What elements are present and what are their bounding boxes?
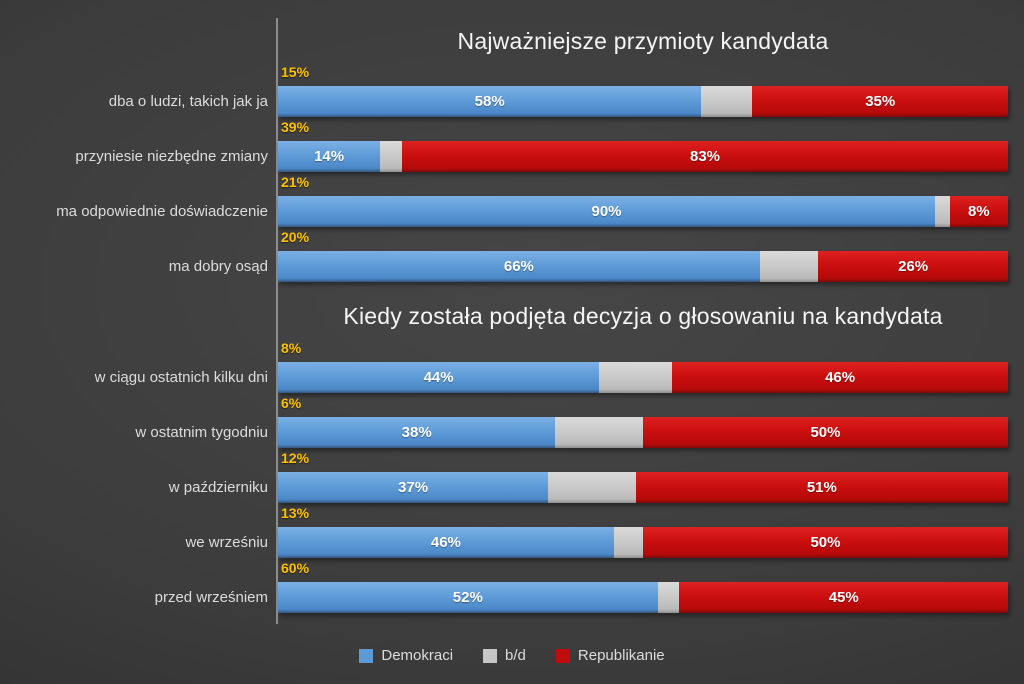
bd-segment [555, 417, 643, 448]
group-share-label: 21% [281, 174, 310, 190]
bd-segment [613, 527, 643, 558]
category-label: dba o ludzi, takich jak ja [108, 93, 268, 110]
demokraci-segment: 66% [278, 251, 760, 282]
bd-segment [380, 141, 403, 172]
demokraci-segment: 44% [278, 362, 600, 393]
republikanie-value-label: 50% [810, 534, 841, 551]
demokraci-segment: 52% [278, 582, 658, 613]
demokraci-value-label: 90% [591, 203, 622, 220]
republikanie-value-label: 46% [825, 369, 856, 386]
bar-row: 52% 45% [278, 582, 1008, 613]
bar-row: 66% 26% [278, 251, 1008, 282]
category-label: w ostatnim tygodniu [135, 424, 268, 441]
demokraci-segment: 37% [278, 472, 549, 503]
republikanie-swatch-icon [555, 648, 570, 663]
demokraci-segment: 38% [278, 417, 556, 448]
republikanie-segment: 46% [672, 362, 1008, 393]
group-share-label: 60% [281, 560, 310, 576]
demokraci-segment: 90% [278, 196, 935, 227]
bd-segment [548, 472, 636, 503]
category-label: we wrześniu [185, 534, 268, 551]
demokraci-value-label: 37% [398, 479, 429, 496]
category-label: w październiku [168, 479, 268, 496]
legend-label-republikanie: Republikanie [577, 647, 665, 664]
demokraci-segment: 46% [278, 527, 614, 558]
republikanie-segment: 51% [635, 472, 1008, 503]
bd-segment [935, 196, 950, 227]
legend-item-demokraci: Demokraci [359, 647, 453, 664]
section-title-attributes: Najważniejsze przymioty kandydata [457, 28, 829, 54]
bar-row: 44% 46% [278, 362, 1008, 393]
bd-segment [701, 86, 753, 117]
republikanie-value-label: 8% [967, 203, 990, 220]
demokraci-swatch-icon [359, 648, 374, 663]
republikanie-value-label: 26% [898, 258, 929, 275]
bd-segment [599, 362, 673, 393]
demokraci-segment: 14% [278, 141, 381, 172]
demokraci-value-label: 14% [314, 148, 345, 165]
demokraci-value-label: 58% [474, 93, 505, 110]
demokraci-value-label: 52% [452, 589, 483, 606]
republikanie-value-label: 83% [690, 148, 721, 165]
republikanie-segment: 50% [642, 527, 1008, 558]
legend-label-bd: b/d [505, 647, 526, 664]
demokraci-value-label: 38% [401, 424, 432, 441]
legend-item-republikanie: Republikanie [555, 647, 665, 664]
republikanie-value-label: 35% [865, 93, 896, 110]
category-label: przed wrześniem [154, 589, 268, 606]
legend-label-demokraci: Demokraci [381, 647, 454, 664]
demokraci-value-label: 66% [503, 258, 534, 275]
republikanie-segment: 8% [949, 196, 1008, 227]
demokraci-value-label: 46% [430, 534, 461, 551]
bd-segment [657, 582, 680, 613]
republikanie-segment: 83% [402, 141, 1008, 172]
group-share-label: 8% [281, 340, 302, 356]
bar-row: 14% 83% [278, 141, 1008, 172]
bar-row: 37% 51% [278, 472, 1008, 503]
legend-item-bd: b/d [483, 647, 526, 664]
republikanie-value-label: 45% [828, 589, 859, 606]
republikanie-value-label: 51% [806, 479, 837, 496]
category-label: ma odpowiednie doświadczenie [56, 203, 268, 220]
republikanie-segment: 50% [642, 417, 1008, 448]
bd-segment [759, 251, 819, 282]
republikanie-segment: 26% [818, 251, 1008, 282]
demokraci-segment: 58% [278, 86, 702, 117]
vertical-axis-line [276, 18, 278, 624]
bar-row: 38% 50% [278, 417, 1008, 448]
section-title-decision-timing: Kiedy została podjęta decyzja o głosowan… [343, 303, 943, 329]
republikanie-segment: 45% [679, 582, 1008, 613]
category-label: ma dobry osąd [168, 258, 268, 275]
group-share-label: 20% [281, 229, 310, 245]
republikanie-value-label: 50% [810, 424, 841, 441]
bd-swatch-icon [483, 648, 498, 663]
republikanie-segment: 35% [752, 86, 1008, 117]
group-share-label: 12% [281, 450, 310, 466]
bar-row: 90% 8% [278, 196, 1008, 227]
category-label: przyniesie niezbędne zmiany [75, 148, 268, 165]
demokraci-value-label: 44% [423, 369, 454, 386]
group-share-label: 6% [281, 395, 302, 411]
bar-row: 58% 35% [278, 86, 1008, 117]
category-label: w ciągu ostatnich kilku dni [94, 369, 268, 386]
group-share-label: 13% [281, 505, 310, 521]
group-share-label: 39% [281, 119, 310, 135]
group-share-label: 15% [281, 64, 310, 80]
legend: Demokraci b/d Republikanie [0, 647, 1024, 664]
bar-row: 46% 50% [278, 527, 1008, 558]
